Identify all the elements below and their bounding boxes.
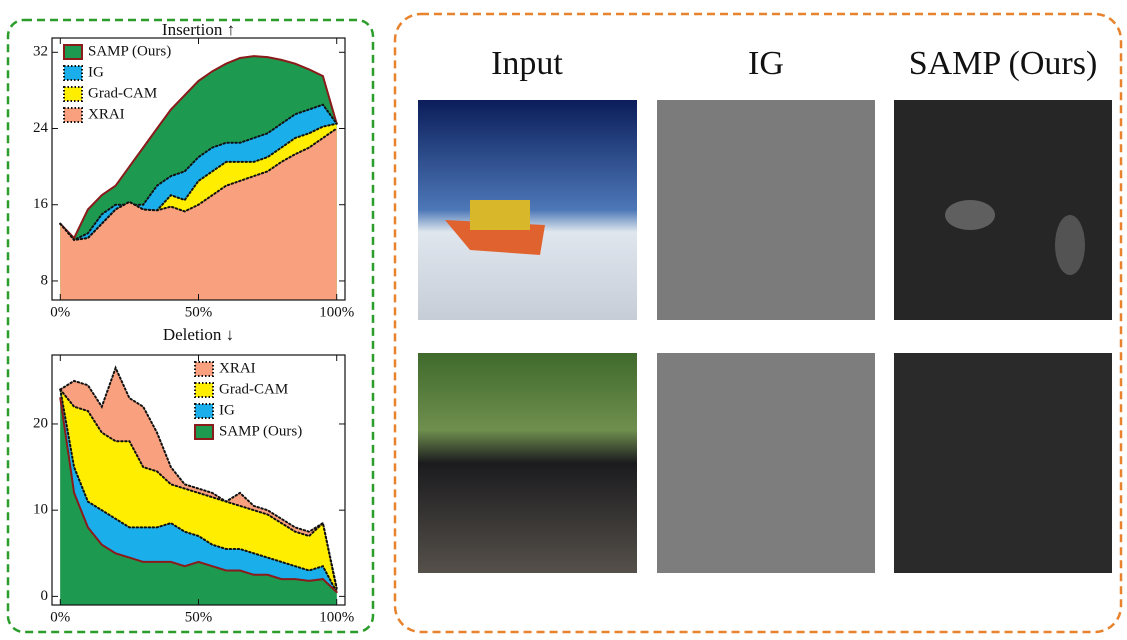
legend-label: IG xyxy=(88,64,104,80)
samp-map xyxy=(894,100,1112,320)
legend-swatch xyxy=(195,383,213,397)
legend-swatch xyxy=(64,108,82,122)
legend-swatch xyxy=(195,362,213,376)
samp-map xyxy=(1055,215,1085,275)
input-image xyxy=(418,353,637,573)
input-image xyxy=(470,200,530,230)
figure: Input IG SAMP (Ours) Insertion ↑ 8 16 24 32 0% 50… xyxy=(0,0,1127,635)
y-tick-label: 10 xyxy=(33,502,48,518)
ig-map xyxy=(657,353,875,573)
ig-map xyxy=(657,100,875,320)
y-tick-label: 24 xyxy=(33,120,49,136)
legend-label: IG xyxy=(219,402,235,418)
legend-label: SAMP (Ours) xyxy=(219,423,302,439)
x-tick-label: 100% xyxy=(319,304,354,320)
column-header: SAMP (Ours) xyxy=(909,45,1098,82)
legend-label: XRAI xyxy=(219,360,256,376)
legend-swatch xyxy=(64,66,82,80)
column-header: Input xyxy=(491,45,563,82)
samp-map xyxy=(894,353,1112,573)
legend-label: Grad-CAM xyxy=(88,85,157,101)
y-tick-label: 8 xyxy=(41,272,49,288)
chart-title: Insertion ↑ xyxy=(162,20,235,39)
x-tick-label: 50% xyxy=(185,304,213,320)
x-tick-label: 0% xyxy=(50,304,70,320)
y-tick-label: 32 xyxy=(33,44,48,60)
x-tick-label: 50% xyxy=(185,609,213,625)
x-tick-label: 0% xyxy=(50,609,70,625)
y-tick-label: 20 xyxy=(33,415,48,431)
legend-swatch xyxy=(64,45,82,59)
y-tick-label: 16 xyxy=(33,196,49,212)
legend-swatch xyxy=(195,425,213,439)
samp-map xyxy=(945,200,995,230)
legend-label: SAMP (Ours) xyxy=(88,43,171,59)
column-header: IG xyxy=(748,45,784,82)
legend-label: Grad-CAM xyxy=(219,381,288,397)
legend-swatch xyxy=(64,87,82,101)
x-tick-label: 100% xyxy=(319,609,354,625)
chart-title: Deletion ↓ xyxy=(163,325,234,344)
legend-label: XRAI xyxy=(88,106,125,122)
image-grid xyxy=(418,100,1112,573)
y-tick-label: 0 xyxy=(41,588,49,604)
legend-swatch xyxy=(195,404,213,418)
